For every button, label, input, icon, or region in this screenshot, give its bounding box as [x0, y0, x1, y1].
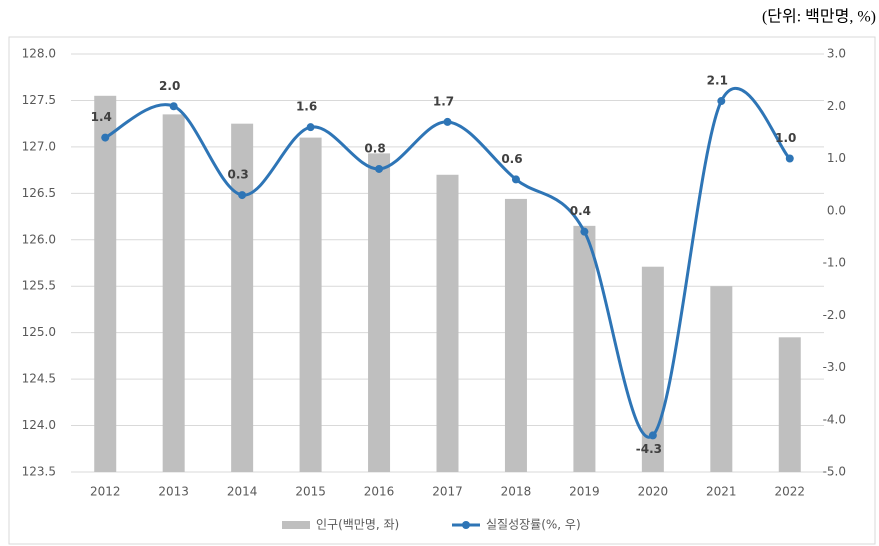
bar [299, 137, 322, 472]
data-label: 1.0 [775, 131, 796, 145]
x-tick-label: 2015 [295, 485, 326, 499]
y2-tick-label: -3.0 [823, 360, 846, 374]
line-marker [306, 123, 315, 132]
line-marker [785, 154, 794, 163]
data-label: 2.1 [707, 74, 728, 88]
x-tick-label: 2022 [774, 485, 805, 499]
line-marker [169, 102, 178, 111]
legend-swatch [282, 521, 310, 529]
x-tick-label: 2012 [90, 485, 121, 499]
y2-tick-label: -1.0 [823, 256, 846, 270]
bar [504, 198, 527, 472]
line-marker [648, 431, 657, 440]
line-marker [101, 133, 110, 142]
x-tick-label: 2016 [364, 485, 395, 499]
y2-tick-label: 2.0 [827, 99, 846, 113]
y2-tick-label: -2.0 [823, 308, 846, 322]
x-tick-label: 2014 [227, 485, 258, 499]
y2-tick-label: 1.0 [827, 151, 846, 165]
y-tick-label: 125.5 [22, 279, 56, 293]
y2-tick-label: -5.0 [823, 465, 846, 479]
line-marker [511, 175, 520, 184]
x-tick-label: 2018 [501, 485, 532, 499]
x-tick-label: 2017 [432, 485, 463, 499]
bar [436, 174, 459, 472]
x-tick-label: 2013 [158, 485, 189, 499]
bar [778, 337, 801, 472]
data-label: 1.4 [91, 110, 112, 124]
line-marker [717, 97, 726, 106]
bar [94, 95, 117, 473]
line-marker [238, 191, 247, 200]
data-label: 0.4 [570, 204, 591, 218]
bar [710, 286, 733, 472]
y-tick-label: 126.5 [22, 186, 56, 200]
bar [231, 123, 254, 473]
chart-border [8, 36, 876, 545]
data-label: 1.6 [296, 100, 317, 114]
y2-tick-label: 0.0 [827, 203, 846, 217]
bar [368, 153, 391, 472]
y-tick-label: 127.0 [22, 139, 56, 153]
data-label: 2.0 [159, 79, 180, 93]
line [104, 87, 791, 439]
y-tick-label: 126.0 [22, 232, 56, 246]
bar [641, 266, 664, 472]
legend-marker [462, 521, 470, 529]
y2-tick-label: 3.0 [827, 47, 846, 61]
y2-tick-label: -4.0 [823, 412, 846, 426]
y-tick-label: 124.5 [22, 372, 56, 386]
line-marker [375, 164, 384, 173]
data-label: -4.3 [636, 442, 662, 456]
y-tick-label: 123.5 [22, 465, 56, 479]
y-tick-label: 127.5 [22, 93, 56, 107]
bar [162, 114, 185, 472]
line-marker [580, 227, 589, 236]
data-label: 0.3 [228, 168, 249, 182]
x-tick-label: 2020 [638, 485, 669, 499]
x-tick-label: 2019 [569, 485, 600, 499]
bar [573, 225, 596, 472]
data-label: 0.8 [364, 141, 385, 155]
line-marker [443, 117, 452, 126]
data-label: 0.6 [501, 152, 522, 166]
y-tick-label: 128.0 [22, 47, 56, 61]
x-tick-label: 2021 [706, 485, 737, 499]
unit-label: (단위: 백만명, %) [762, 8, 876, 26]
y-tick-label: 124.0 [22, 418, 56, 432]
legend-label: 인구(백만명, 좌) [316, 518, 399, 532]
data-label: 1.7 [433, 94, 454, 108]
legend-label: 실질성장률(%, 우) [486, 518, 581, 532]
y-tick-label: 125.0 [22, 325, 56, 339]
